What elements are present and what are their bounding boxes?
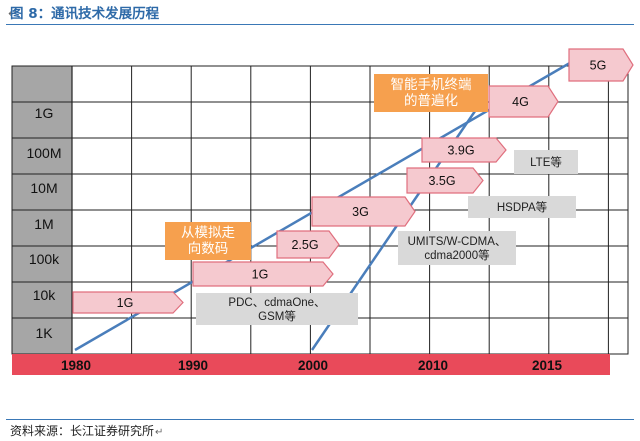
generation-arrow [488, 85, 559, 118]
y-tick-label: 10k [33, 287, 57, 303]
technology-note-text: PDC、cdmaOne、 [228, 297, 325, 309]
generation-arrow [192, 261, 334, 287]
generation-arrow [311, 196, 416, 227]
technology-note-box [196, 293, 358, 325]
generation-arrow [421, 137, 507, 163]
technology-note-text: GSM等 [258, 309, 296, 323]
generation-label: 3.5G [428, 174, 455, 188]
x-tick-label: 2000 [298, 358, 328, 373]
generation-label: 3.9G [447, 144, 474, 158]
callout-box [374, 74, 488, 112]
technology-note-box [514, 150, 578, 174]
y-tick-label: 10M [30, 180, 57, 196]
generation-label: 1G [117, 296, 134, 310]
callout-box [165, 222, 251, 260]
y-tick-label: 100M [26, 145, 61, 161]
technology-note-text: LTE等 [530, 155, 562, 169]
figure-title: 图 8：通讯技术发展历程 [10, 6, 160, 22]
technology-note-text: cdma2000等 [424, 248, 489, 262]
x-tick-label: 2010 [418, 358, 448, 373]
footer-rule [6, 419, 634, 420]
y-tick-label: 1M [34, 216, 53, 232]
source-text: 资料来源：长江证券研究所 [10, 424, 155, 438]
generation-arrow [276, 230, 340, 259]
x-tick-label: 1980 [61, 358, 91, 373]
timeline-band [12, 354, 610, 375]
generation-label: 4G [512, 95, 529, 109]
generation-label: 1G [252, 268, 269, 282]
return-mark-icon: ↵ [8, 7, 18, 20]
callout-text: 的普遍化 [404, 93, 458, 108]
callout-text: 向数码 [188, 241, 229, 256]
y-tick-label: 1K [35, 325, 53, 341]
callout-text: 从模拟走 [181, 225, 235, 240]
technology-note-box [398, 231, 516, 265]
generation-arrow [406, 167, 484, 194]
technology-note-text: UMITS/W-CDMA、 [408, 236, 507, 248]
generation-label: 5G [590, 59, 607, 73]
generation-arrow [72, 291, 184, 314]
y-tick-label: 100k [29, 251, 60, 267]
callout-text: 智能手机终端 [391, 77, 472, 92]
source-note: 资料来源：长江证券研究所↵ [10, 422, 163, 439]
technology-note-text: HSDPA等 [497, 200, 547, 214]
generation-arrow [568, 48, 634, 82]
generation-label: 3G [352, 205, 369, 219]
title-bar: 图 8：通讯技术发展历程 ↵ [6, 2, 634, 25]
x-tick-label: 1990 [178, 358, 208, 373]
y-tick-label: 1G [35, 105, 54, 121]
return-mark-icon: ↵ [155, 427, 164, 438]
technology-note-box [468, 196, 576, 218]
x-tick-label: 2015 [532, 358, 563, 373]
generation-label: 2.5G [291, 238, 318, 252]
